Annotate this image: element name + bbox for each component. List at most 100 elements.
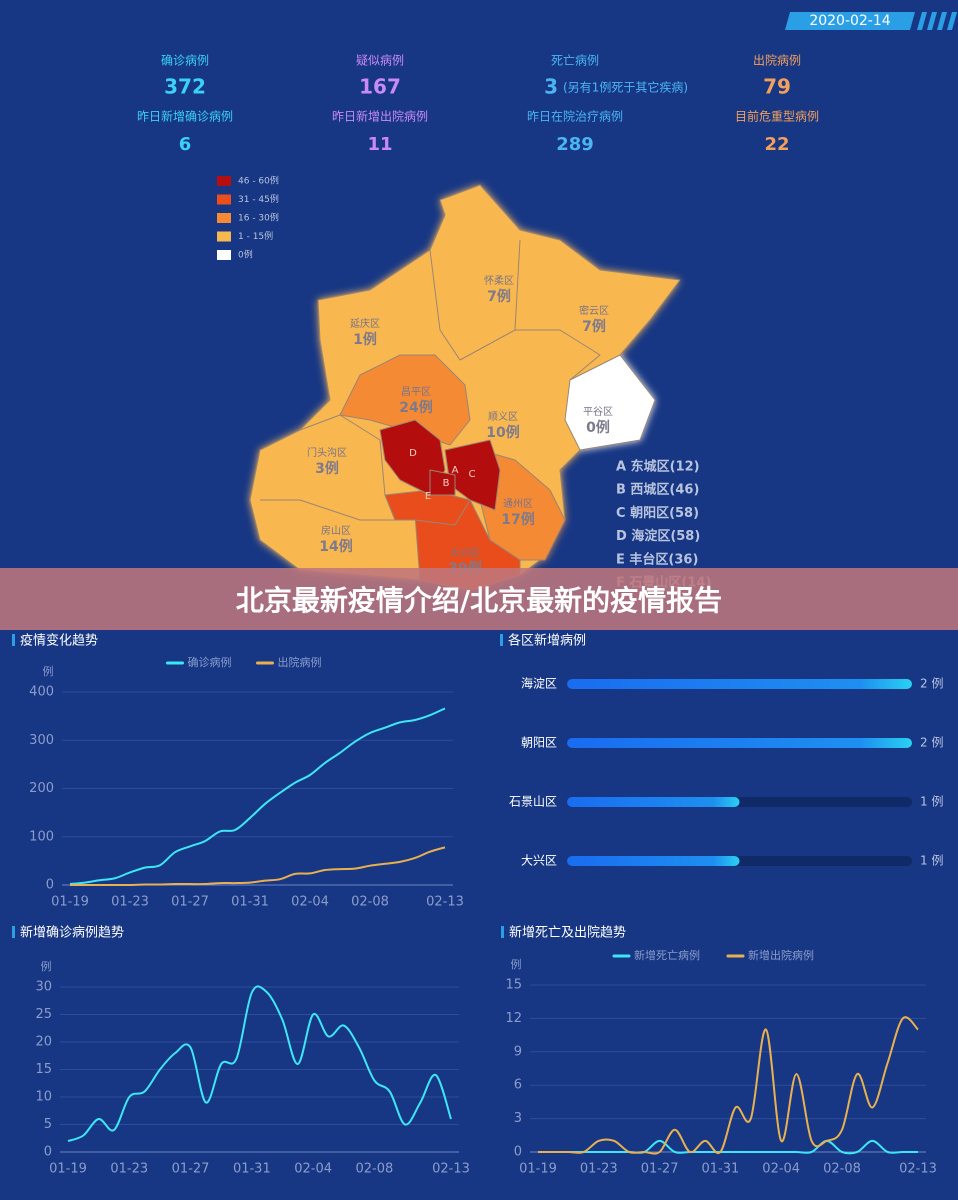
district-name: 通州区 [503, 498, 533, 510]
y-axis-label: 例 [41, 959, 52, 973]
map-letter: B [443, 478, 450, 489]
value-label: 2 例 [920, 677, 943, 691]
stat-label: 死亡病例 [551, 53, 599, 68]
x-tick-label: 02-04 [291, 895, 329, 910]
map-letter: C [469, 469, 476, 480]
map-letter: A [452, 465, 459, 476]
line [69, 707, 446, 886]
region-border [429, 239, 521, 361]
map-letter: D [409, 448, 417, 459]
legend-label: 新增出院病例 [748, 948, 814, 962]
category-label: 朝阳区 [521, 736, 557, 750]
region-changping [339, 354, 471, 446]
y-tick-label: 300 [29, 733, 54, 748]
stat-value: 6 [179, 134, 192, 155]
map-key: A 东城区(12) [616, 459, 700, 475]
chart-title: 新增死亡及出院趋势 [509, 925, 626, 941]
x-tick-label: 01-31 [702, 1162, 740, 1177]
y-tick-label: 20 [35, 1035, 52, 1050]
x-tick-label: 02-13 [432, 1162, 470, 1177]
stat-value: 167 [359, 75, 401, 99]
district-count: 3例 [315, 460, 339, 477]
x-tick-label: 01-23 [110, 1162, 148, 1177]
district-name: 房山区 [321, 524, 351, 537]
x-tick-label: 02-04 [294, 1162, 332, 1177]
y-tick-label: 200 [29, 781, 54, 796]
chart-title: 疫情变化趋势 [20, 633, 98, 649]
x-tick-label: 02-13 [899, 1162, 937, 1177]
value-label: 2 例 [920, 736, 943, 750]
map-key: D 海淀区(58) [616, 528, 700, 544]
stat-label: 目前危重型病例 [735, 109, 819, 124]
y-tick-label: 30 [35, 980, 52, 995]
district-count: 17例 [501, 511, 534, 528]
y-axis-label: 例 [511, 957, 522, 971]
badge-stripes [917, 12, 957, 30]
district-name: 大兴区 [450, 546, 480, 559]
legend-swatch [217, 176, 231, 186]
district-name: 怀柔区 [484, 275, 514, 287]
stat-label: 昨日新增出院病例 [332, 109, 428, 124]
district-name: 顺义区 [488, 411, 518, 423]
chart-title: 各区新增病例 [508, 633, 586, 649]
district-name: 昌平区 [401, 386, 431, 398]
y-tick-label: 100 [29, 829, 54, 844]
district-count: 7例 [487, 288, 511, 305]
legend-label: 46 - 60例 [238, 175, 279, 187]
title-bar [501, 926, 504, 938]
stat-label: 出院病例 [753, 53, 801, 68]
beijing-map [249, 184, 681, 591]
y-tick-label: 9 [514, 1044, 522, 1059]
district-name: 门头沟区 [307, 446, 347, 459]
legend-label: 1 - 15例 [238, 230, 273, 242]
stat-note: (另有1例死于其它疾病) [563, 80, 688, 95]
legend-swatch [217, 213, 231, 223]
stat-value: 79 [763, 75, 791, 99]
district-count: 10例 [486, 424, 519, 441]
line [67, 985, 452, 1142]
legend-swatch [217, 194, 231, 205]
legend-label: 16 - 30例 [238, 212, 279, 224]
legend-swatch [217, 231, 231, 242]
map-key: E 丰台区(36) [616, 551, 698, 567]
stat-value: 11 [367, 134, 392, 155]
x-tick-label: 01-27 [172, 1162, 210, 1177]
region-pinggu [564, 354, 656, 451]
x-tick-label: 01-31 [231, 895, 269, 910]
x-tick-label: 01-27 [641, 1162, 679, 1177]
line [538, 1016, 919, 1155]
x-tick-label: 02-08 [351, 895, 389, 910]
banner [0, 568, 958, 630]
value-label: 1 例 [920, 795, 943, 809]
stat-value: 289 [556, 134, 594, 155]
x-tick-label: 01-31 [233, 1162, 271, 1177]
region-center [429, 469, 456, 496]
title-bar [12, 634, 15, 646]
y-tick-label: 0 [514, 1145, 522, 1160]
district-count: 1例 [353, 331, 377, 348]
bar [567, 797, 740, 807]
banner-layer: 北京最新疫情介绍/北京最新的疫情报告 [0, 568, 958, 630]
stat-label: 昨日新增确诊病例 [137, 109, 233, 124]
legend-label: 31 - 45例 [238, 193, 279, 205]
district-name: 延庆区 [350, 317, 380, 330]
district-count: 7例 [582, 318, 606, 335]
stat-label: 确诊病例 [161, 53, 209, 68]
y-tick-label: 10 [35, 1090, 52, 1105]
bar [567, 679, 912, 689]
region-tongzhou [479, 449, 566, 561]
category-label: 大兴区 [521, 854, 557, 868]
district-count: 0例 [586, 419, 610, 436]
x-tick-label: 02-04 [762, 1162, 800, 1177]
y-tick-label: 400 [29, 685, 54, 700]
stat-label: 昨日在院治疗病例 [527, 109, 623, 124]
y-tick-label: 15 [35, 1062, 52, 1077]
x-tick-label: 01-19 [49, 1162, 87, 1177]
legend-swatch [217, 250, 231, 260]
map-key: C 朝阳区(58) [616, 505, 699, 521]
chart-title: 新增确诊病例趋势 [20, 925, 124, 941]
district-name: 平谷区 [583, 406, 613, 418]
x-tick-label: 02-08 [356, 1162, 394, 1177]
value-label: 1 例 [920, 854, 943, 868]
